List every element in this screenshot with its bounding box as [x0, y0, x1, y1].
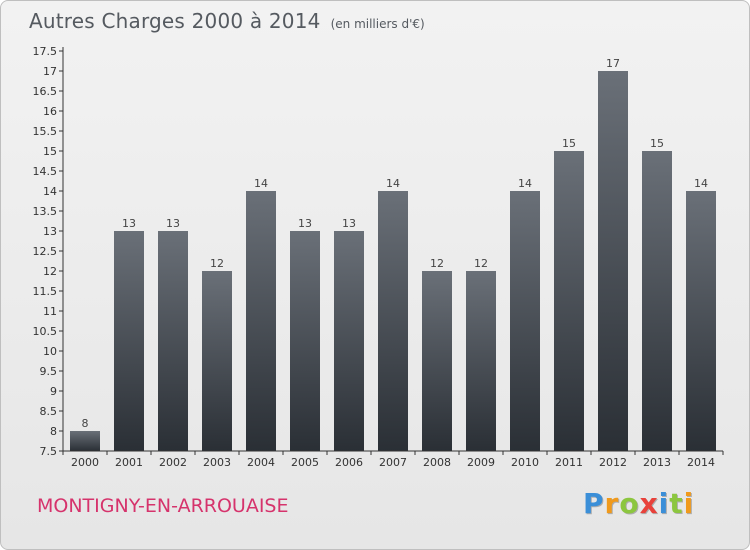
- bar-2006: [334, 231, 364, 451]
- bar-2010: [510, 191, 540, 451]
- y-tick-label: 8.5: [40, 405, 58, 418]
- x-tick-label-2006: 2006: [335, 456, 363, 469]
- bar-2007: [378, 191, 408, 451]
- bar-2008: [422, 271, 452, 451]
- y-tick-label: 11: [43, 305, 57, 318]
- data-label-2005: 13: [298, 217, 312, 230]
- x-tick-label-2002: 2002: [159, 456, 187, 469]
- y-tick-label: 9.5: [40, 365, 58, 378]
- logo-letter: o: [619, 487, 640, 520]
- data-label-2008: 12: [430, 257, 444, 270]
- x-tick-label-2009: 2009: [467, 456, 495, 469]
- data-label-2006: 13: [342, 217, 356, 230]
- y-tick-label: 15.5: [33, 125, 58, 138]
- title-unit: (en milliers d'€): [330, 17, 425, 31]
- x-tick-label-2008: 2008: [423, 456, 451, 469]
- logo-letter: t: [669, 487, 684, 520]
- proxiti-logo: Proxiti: [583, 487, 694, 520]
- logo-letter: P: [583, 487, 605, 520]
- logo-letter: i: [683, 487, 695, 520]
- x-tick-label-2007: 2007: [379, 456, 407, 469]
- title-text: Autres Charges 2000 à 2014: [29, 9, 321, 33]
- y-tick-label: 13: [43, 225, 57, 238]
- y-tick-label: 16.5: [33, 85, 58, 98]
- y-tick-label: 13.5: [33, 205, 58, 218]
- data-label-2004: 14: [254, 177, 268, 190]
- x-tick-label-2000: 2000: [71, 456, 99, 469]
- x-tick-label-2004: 2004: [247, 456, 275, 469]
- data-label-2001: 13: [122, 217, 136, 230]
- data-label-2010: 14: [518, 177, 532, 190]
- y-tick-label: 12: [43, 265, 57, 278]
- x-tick-label-2010: 2010: [511, 456, 539, 469]
- data-label-2012: 17: [606, 57, 620, 70]
- y-tick-label: 14: [43, 185, 57, 198]
- x-tick-label-2013: 2013: [643, 456, 671, 469]
- data-label-2014: 14: [694, 177, 708, 190]
- y-tick-label: 16: [43, 105, 57, 118]
- data-label-2003: 12: [210, 257, 224, 270]
- data-label-2013: 15: [650, 137, 664, 150]
- x-tick-label-2005: 2005: [291, 456, 319, 469]
- x-tick-label-2001: 2001: [115, 456, 143, 469]
- bar-2002: [158, 231, 188, 451]
- data-label-2002: 13: [166, 217, 180, 230]
- y-tick-label: 10: [43, 345, 57, 358]
- data-label-2009: 12: [474, 257, 488, 270]
- bar-2011: [554, 151, 584, 451]
- y-tick-label: 10.5: [33, 325, 58, 338]
- x-tick-label-2012: 2012: [599, 456, 627, 469]
- y-tick-label: 9: [50, 385, 57, 398]
- commune-name: MONTIGNY-EN-ARROUAISE: [37, 495, 289, 517]
- data-label-2007: 14: [386, 177, 400, 190]
- x-tick-label-2003: 2003: [203, 456, 231, 469]
- y-tick-label: 11.5: [33, 285, 58, 298]
- data-label-2000: 8: [82, 417, 89, 430]
- bar-2013: [642, 151, 672, 451]
- x-tick-label-2011: 2011: [555, 456, 583, 469]
- chart-title: Autres Charges 2000 à 2014 (en milliers d…: [29, 9, 425, 33]
- bar-2005: [290, 231, 320, 451]
- y-tick-label: 12.5: [33, 245, 58, 258]
- logo-letter: i: [658, 487, 670, 520]
- y-tick-label: 17.5: [33, 45, 58, 58]
- logo-letter: r: [604, 487, 620, 520]
- bar-2003: [202, 271, 232, 451]
- y-tick-label: 17: [43, 65, 57, 78]
- y-tick-label: 7.5: [40, 445, 58, 458]
- bar-2009: [466, 271, 496, 451]
- y-tick-label: 15: [43, 145, 57, 158]
- bar-2001: [114, 231, 144, 451]
- y-tick-label: 8: [50, 425, 57, 438]
- bar-2004: [246, 191, 276, 451]
- bar-2012: [598, 71, 628, 451]
- y-tick-label: 14.5: [33, 165, 58, 178]
- bar-2000: [70, 431, 100, 451]
- x-tick-label-2014: 2014: [687, 456, 715, 469]
- data-label-2011: 15: [562, 137, 576, 150]
- logo-letter: x: [639, 487, 659, 520]
- bar-2014: [686, 191, 716, 451]
